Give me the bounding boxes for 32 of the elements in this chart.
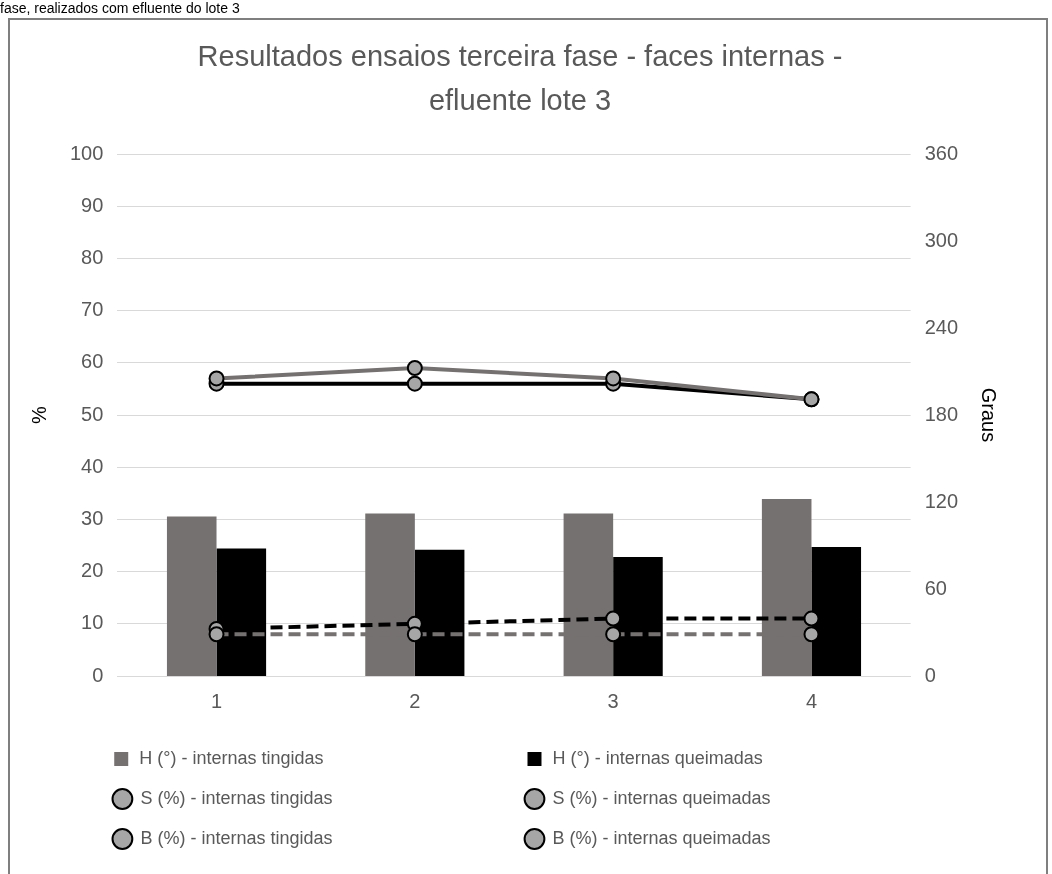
y2-tick-label: 360	[924, 141, 959, 164]
y-tick-label: 80	[81, 245, 104, 268]
y2-tick-label: 300	[924, 228, 959, 251]
y2-tick-label: 60	[924, 576, 947, 599]
legend-label: S (%) - internas queimadas	[552, 787, 915, 808]
legend-label: H (°) - internas tingidas	[139, 747, 504, 768]
legend-label: B (%) - internas tingidas	[140, 827, 504, 848]
legend-label: H (°) - internas queimadas	[552, 747, 916, 768]
y-tick-label: 40	[81, 454, 104, 477]
x-tick-label: 3	[607, 689, 619, 712]
y-tick-label: 30	[81, 506, 104, 529]
x-tick-label: 1	[210, 689, 223, 712]
y-tick-label: 10	[81, 611, 104, 634]
y2-tick-label: 180	[924, 402, 959, 425]
y2-tick-label: 120	[924, 489, 959, 512]
y-tick-label: 0	[92, 663, 104, 686]
y2-axis-title: Graus	[978, 387, 1001, 443]
legend-label: S (%) - internas tingidas	[140, 787, 504, 808]
y-tick-label: 50	[81, 402, 104, 425]
legend-label: B (%) - internas queimadas	[552, 827, 915, 848]
x-tick-label: 4	[805, 689, 818, 712]
text: fase, realizados com efluente do lote 3	[0, 0, 240, 16]
y2-tick-label: 0	[924, 663, 936, 686]
y-tick-label: 70	[81, 298, 104, 321]
chart-title: Resultados ensaios terceira fase - faces internas - efluente lote 3	[196, 39, 844, 118]
y-tick-label: 60	[81, 350, 104, 373]
y-tick-label: 20	[81, 559, 104, 582]
x-tick-label: 2	[409, 689, 421, 712]
y-axis-title: %	[27, 405, 50, 424]
y-tick-label: 90	[81, 193, 104, 216]
y2-tick-label: 240	[924, 315, 959, 338]
y-tick-label: 100	[69, 141, 104, 164]
